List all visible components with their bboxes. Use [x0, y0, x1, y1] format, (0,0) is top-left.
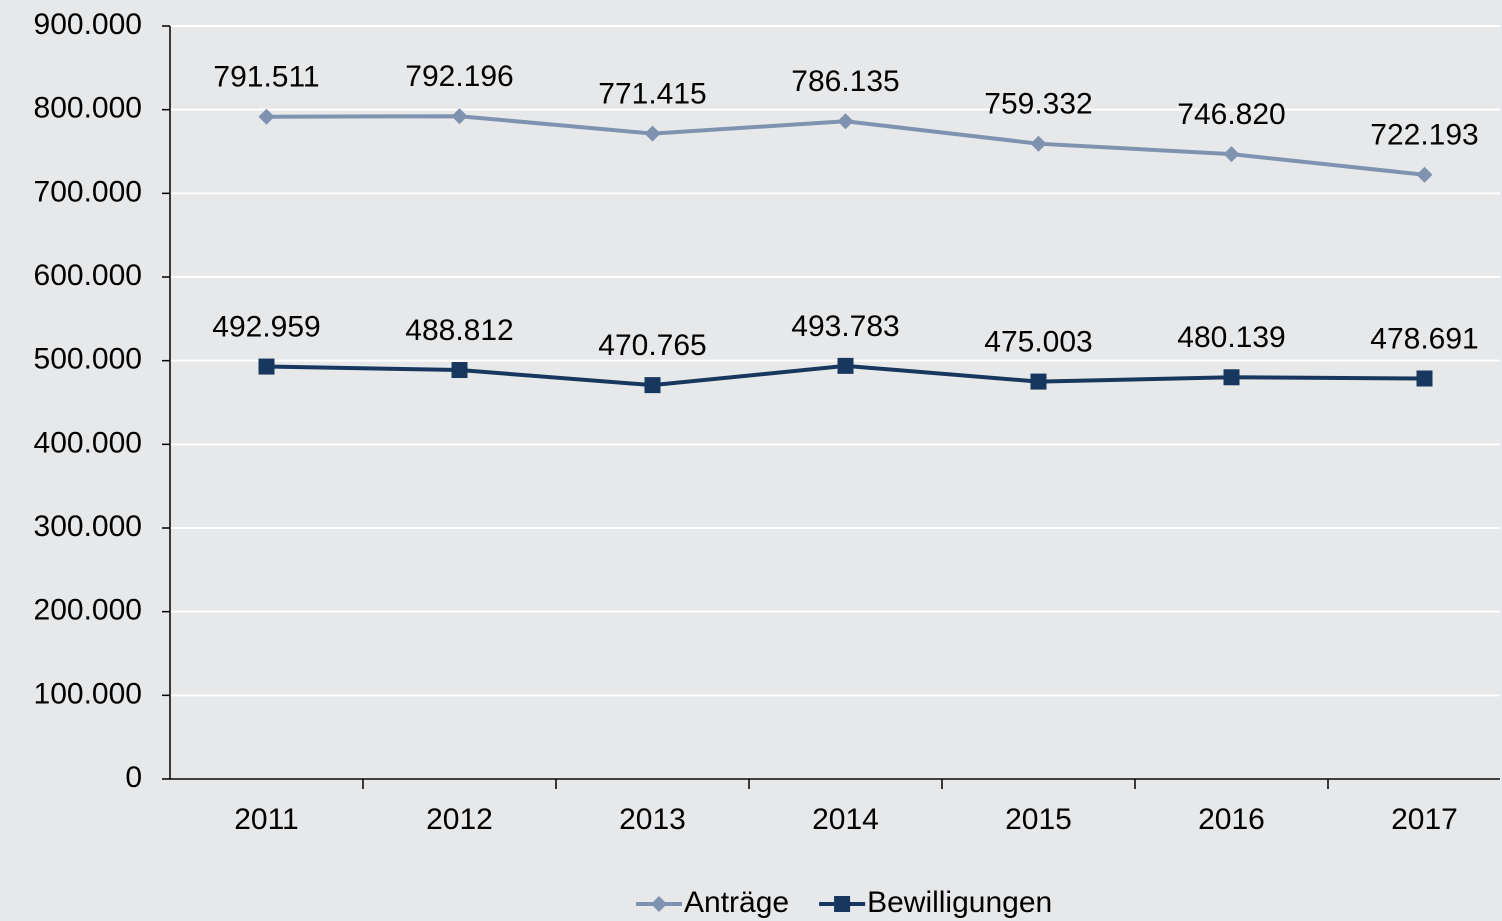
point: [451, 362, 468, 379]
data-label: 488.812: [405, 314, 513, 347]
x-tick-label: 2015: [1005, 803, 1072, 836]
y-tick-label: 200.000: [34, 594, 142, 627]
y-tick-label: 600.000: [34, 259, 142, 292]
y-tick-label: 800.000: [34, 92, 142, 125]
data-label: 786.135: [791, 65, 899, 98]
point: [1416, 370, 1433, 387]
x-tick-label: 2016: [1198, 803, 1265, 836]
data-label: 771.415: [598, 78, 706, 111]
data-label: 475.003: [984, 326, 1092, 359]
x-tick-label: 2017: [1391, 803, 1458, 836]
point: [1416, 166, 1433, 183]
y-tick-label: 500.000: [34, 343, 142, 376]
data-label: 759.332: [984, 88, 1092, 121]
point: [837, 113, 854, 130]
data-label: 792.196: [405, 60, 513, 93]
point: [451, 108, 468, 125]
y-tick-label: 0: [125, 761, 142, 794]
y-tick-label: 300.000: [34, 510, 142, 543]
legend-marker: [651, 896, 667, 912]
legend-marker: [834, 896, 851, 912]
legend-label: Bewilligungen: [867, 886, 1052, 919]
point: [837, 357, 854, 374]
point: [1223, 146, 1240, 163]
x-tick-label: 2014: [812, 803, 879, 836]
x-tick-label: 2013: [619, 803, 686, 836]
data-label: 791.511: [213, 61, 319, 94]
y-tick-label: 100.000: [34, 677, 142, 710]
point: [1223, 369, 1240, 386]
legend-label: Anträge: [684, 886, 789, 919]
x-tick-label: 2011: [234, 803, 299, 836]
y-tick-label: 700.000: [34, 175, 142, 208]
data-label: 493.783: [791, 310, 899, 343]
y-tick-label: 900.000: [34, 8, 142, 41]
data-label: 492.959: [212, 310, 320, 343]
data-label: 746.820: [1177, 98, 1285, 131]
y-tick-label: 400.000: [34, 426, 142, 459]
point: [1030, 373, 1047, 390]
data-label: 722.193: [1370, 119, 1478, 152]
point: [644, 377, 661, 394]
x-tick-label: 2012: [426, 803, 493, 836]
point: [258, 358, 275, 375]
point: [644, 125, 661, 142]
data-label: 480.139: [1177, 321, 1285, 354]
data-label: 470.765: [598, 329, 706, 362]
point: [258, 108, 275, 125]
data-label: 478.691: [1370, 322, 1478, 355]
point: [1030, 135, 1047, 152]
